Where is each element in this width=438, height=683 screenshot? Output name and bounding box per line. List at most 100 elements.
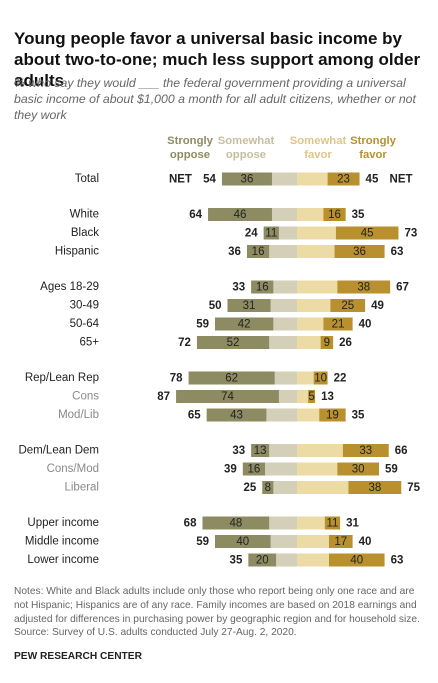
net-label: 64 [189, 209, 202, 221]
net-label: 33 [232, 445, 245, 457]
net-label: 31 [346, 518, 359, 530]
bar-segment [297, 481, 349, 494]
bar-segment [263, 226, 279, 240]
net-label: 39 [224, 464, 237, 476]
bar-segment [313, 371, 328, 385]
bar-segment [297, 226, 336, 240]
bar-segment [269, 336, 297, 349]
value-label: 10 [314, 373, 327, 385]
value-label: 13 [254, 445, 267, 457]
bar-segment [337, 462, 380, 476]
notes: Notes: White and Black adults include on… [14, 586, 420, 625]
net-label: 35 [352, 209, 365, 221]
bar-segment [202, 516, 270, 530]
value-label: 20 [256, 555, 269, 567]
bar-segment [328, 553, 385, 567]
category-label: Cons [72, 391, 99, 403]
bar-segment [328, 535, 353, 548]
bar-segment [335, 226, 399, 240]
bar-segment [227, 299, 271, 312]
chart-title: Young people favor a universal basic inc… [14, 29, 421, 90]
bar-segment [308, 390, 316, 403]
category-label: White [70, 209, 99, 221]
bar-segment [297, 535, 329, 548]
net-label: 49 [371, 300, 384, 312]
bar-segment [271, 208, 297, 221]
net-label: 33 [232, 282, 245, 294]
legend-entry: Somewhat oppose [217, 135, 275, 161]
net-label: 36 [228, 246, 241, 258]
bar-segment [176, 390, 279, 403]
bar-segment [214, 535, 271, 548]
net-heading: NET [169, 174, 192, 186]
value-label: 36 [241, 174, 254, 186]
category-label: Middle income [25, 536, 99, 548]
category-label: Total [75, 173, 99, 185]
bar-segment [196, 336, 270, 349]
bar-segment [251, 280, 274, 294]
value-label: 11 [265, 228, 277, 240]
category-label: 30-49 [70, 300, 99, 312]
net-label: 73 [404, 228, 417, 240]
bar-segment [297, 462, 338, 476]
category-label: 65+ [79, 337, 99, 349]
net-label: 65 [188, 410, 201, 422]
value-label: 40 [350, 555, 363, 567]
bar-segment [297, 444, 343, 457]
bar-segment [297, 172, 328, 186]
bar-segment [251, 444, 270, 457]
credit: PEW RESEARCH CENTER [14, 651, 142, 662]
legend-entry: Strongly favor [350, 135, 396, 161]
bar-segment [297, 208, 324, 221]
net-label: 40 [359, 319, 372, 331]
value-label: 16 [328, 209, 341, 221]
category-label: Cons/Mod [47, 463, 99, 475]
bar-segment [248, 553, 277, 567]
value-label: 19 [326, 410, 339, 422]
category-label: Upper income [27, 517, 99, 529]
value-label: 40 [236, 536, 249, 548]
bar-segment [297, 317, 324, 331]
net-label: 63 [391, 246, 404, 258]
net-label: 45 [366, 174, 379, 186]
legend-entry: Strongly oppose [167, 135, 213, 161]
bar-segment [297, 371, 314, 385]
source: Source: Survey of U.S. adults conducted … [14, 627, 297, 638]
bar-segment [269, 444, 297, 457]
net-label: 13 [321, 391, 334, 403]
bar-segment [337, 280, 391, 294]
value-label: 17 [334, 536, 347, 548]
value-label: 16 [256, 282, 269, 294]
value-label: 25 [341, 300, 354, 312]
value-label: 21 [332, 319, 345, 331]
bar-segment [297, 280, 338, 294]
bar-segment [214, 317, 274, 331]
bar-segment [297, 390, 309, 403]
category-label: Rep/Lean Rep [25, 372, 99, 384]
bar-segment [327, 172, 360, 186]
value-label: 38 [368, 482, 381, 494]
value-label: 16 [248, 464, 261, 476]
value-label: 48 [229, 518, 242, 530]
value-label: 5 [308, 391, 314, 403]
category-label: Ages 18-29 [40, 281, 99, 293]
value-label: 33 [359, 445, 372, 457]
net-label: 54 [203, 174, 216, 186]
value-label: 16 [252, 246, 265, 258]
net-label: 24 [245, 228, 258, 240]
bar-segment [297, 553, 329, 567]
bar-segment [266, 408, 297, 422]
bar-segment [278, 390, 297, 403]
category-label: Black [71, 227, 99, 239]
net-label: 72 [178, 337, 191, 349]
net-label: 25 [243, 482, 256, 494]
bar-segment [246, 245, 270, 258]
bar-segment [269, 245, 297, 258]
value-label: 31 [243, 300, 256, 312]
bar-segment [274, 371, 297, 385]
value-label: 36 [353, 246, 366, 258]
bar-segment [273, 481, 297, 494]
legend-entry: Somewhat favor [289, 135, 347, 161]
value-label: 23 [337, 174, 350, 186]
